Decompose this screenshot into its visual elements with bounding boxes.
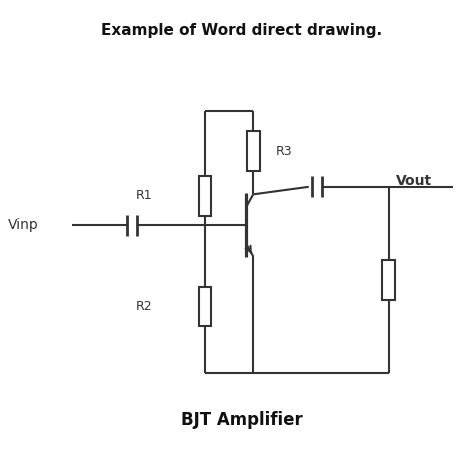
- Text: R1: R1: [136, 189, 152, 202]
- Bar: [199, 286, 211, 326]
- Bar: [199, 176, 211, 216]
- Text: Example of Word direct drawing.: Example of Word direct drawing.: [101, 23, 383, 38]
- Text: R3: R3: [276, 145, 293, 158]
- Text: Vinp: Vinp: [8, 218, 39, 233]
- Text: BJT Amplifier: BJT Amplifier: [181, 411, 302, 429]
- Bar: [382, 260, 395, 300]
- Text: Vout: Vout: [395, 174, 432, 188]
- Text: R2: R2: [136, 300, 152, 313]
- Bar: [247, 132, 260, 171]
